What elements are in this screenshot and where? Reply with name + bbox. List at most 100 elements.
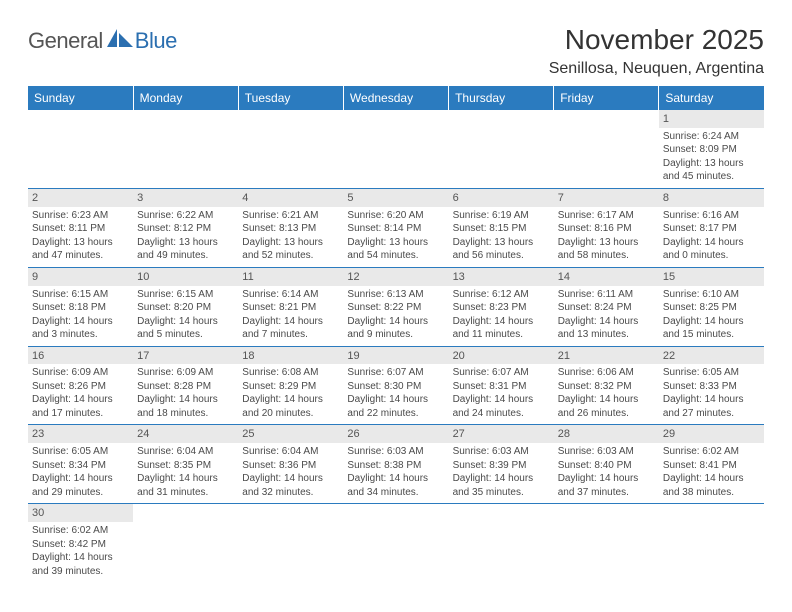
weekday-header: Thursday — [449, 86, 554, 110]
sunset-line: Sunset: 8:26 PM — [32, 380, 129, 394]
sunrise-line: Sunrise: 6:03 AM — [347, 445, 444, 459]
calendar-cell: 1Sunrise: 6:24 AMSunset: 8:09 PMDaylight… — [659, 110, 764, 188]
sunrise-line: Sunrise: 6:09 AM — [137, 366, 234, 380]
calendar-cell — [133, 504, 238, 582]
sunrise-line: Sunrise: 6:05 AM — [663, 366, 760, 380]
calendar-cell: 10Sunrise: 6:15 AMSunset: 8:20 PMDayligh… — [133, 267, 238, 346]
sunset-line: Sunset: 8:20 PM — [137, 301, 234, 315]
sunset-line: Sunset: 8:41 PM — [663, 459, 760, 473]
sunset-line: Sunset: 8:33 PM — [663, 380, 760, 394]
day-number: 7 — [554, 189, 659, 207]
calendar-cell: 11Sunrise: 6:14 AMSunset: 8:21 PMDayligh… — [238, 267, 343, 346]
calendar-cell: 12Sunrise: 6:13 AMSunset: 8:22 PMDayligh… — [343, 267, 448, 346]
calendar-week-row: 1Sunrise: 6:24 AMSunset: 8:09 PMDaylight… — [28, 110, 764, 188]
title-block: November 2025 Senillosa, Neuquen, Argent… — [549, 24, 764, 78]
sunset-line: Sunset: 8:18 PM — [32, 301, 129, 315]
sunrise-line: Sunrise: 6:19 AM — [453, 209, 550, 223]
calendar-cell: 5Sunrise: 6:20 AMSunset: 8:14 PMDaylight… — [343, 188, 448, 267]
month-title: November 2025 — [549, 24, 764, 56]
sunset-line: Sunset: 8:40 PM — [558, 459, 655, 473]
sunset-line: Sunset: 8:17 PM — [663, 222, 760, 236]
sunset-line: Sunset: 8:36 PM — [242, 459, 339, 473]
calendar-cell — [659, 504, 764, 582]
day-number: 29 — [659, 425, 764, 443]
sunrise-line: Sunrise: 6:20 AM — [347, 209, 444, 223]
brand-part2: Blue — [135, 28, 177, 54]
daylight-line: Daylight: 14 hours and 27 minutes. — [663, 393, 760, 420]
calendar-cell: 28Sunrise: 6:03 AMSunset: 8:40 PMDayligh… — [554, 425, 659, 504]
calendar-cell — [449, 110, 554, 188]
daylight-line: Daylight: 14 hours and 35 minutes. — [453, 472, 550, 499]
sunrise-line: Sunrise: 6:11 AM — [558, 288, 655, 302]
day-number: 18 — [238, 347, 343, 365]
daylight-line: Daylight: 14 hours and 5 minutes. — [137, 315, 234, 342]
day-number: 16 — [28, 347, 133, 365]
brand-part1: General — [28, 28, 103, 54]
sunrise-line: Sunrise: 6:16 AM — [663, 209, 760, 223]
calendar-cell: 22Sunrise: 6:05 AMSunset: 8:33 PMDayligh… — [659, 346, 764, 425]
day-number: 8 — [659, 189, 764, 207]
sunrise-line: Sunrise: 6:21 AM — [242, 209, 339, 223]
daylight-line: Daylight: 14 hours and 13 minutes. — [558, 315, 655, 342]
day-number: 20 — [449, 347, 554, 365]
calendar-page: General Blue November 2025 Senillosa, Ne… — [0, 0, 792, 594]
calendar-cell: 13Sunrise: 6:12 AMSunset: 8:23 PMDayligh… — [449, 267, 554, 346]
daylight-line: Daylight: 14 hours and 0 minutes. — [663, 236, 760, 263]
sunrise-line: Sunrise: 6:06 AM — [558, 366, 655, 380]
sunrise-line: Sunrise: 6:03 AM — [558, 445, 655, 459]
daylight-line: Daylight: 13 hours and 52 minutes. — [242, 236, 339, 263]
day-number: 19 — [343, 347, 448, 365]
calendar-cell — [343, 504, 448, 582]
calendar-cell: 6Sunrise: 6:19 AMSunset: 8:15 PMDaylight… — [449, 188, 554, 267]
calendar-cell: 15Sunrise: 6:10 AMSunset: 8:25 PMDayligh… — [659, 267, 764, 346]
daylight-line: Daylight: 14 hours and 24 minutes. — [453, 393, 550, 420]
brand-logo: General Blue — [28, 24, 177, 54]
calendar-cell — [554, 504, 659, 582]
sunset-line: Sunset: 8:23 PM — [453, 301, 550, 315]
day-number: 17 — [133, 347, 238, 365]
sunset-line: Sunset: 8:16 PM — [558, 222, 655, 236]
calendar-week-row: 2Sunrise: 6:23 AMSunset: 8:11 PMDaylight… — [28, 188, 764, 267]
calendar-cell: 25Sunrise: 6:04 AMSunset: 8:36 PMDayligh… — [238, 425, 343, 504]
sunset-line: Sunset: 8:31 PM — [453, 380, 550, 394]
day-number: 21 — [554, 347, 659, 365]
calendar-cell: 29Sunrise: 6:02 AMSunset: 8:41 PMDayligh… — [659, 425, 764, 504]
daylight-line: Daylight: 14 hours and 20 minutes. — [242, 393, 339, 420]
calendar-cell: 23Sunrise: 6:05 AMSunset: 8:34 PMDayligh… — [28, 425, 133, 504]
calendar-week-row: 30Sunrise: 6:02 AMSunset: 8:42 PMDayligh… — [28, 504, 764, 582]
calendar-week-row: 9Sunrise: 6:15 AMSunset: 8:18 PMDaylight… — [28, 267, 764, 346]
calendar-cell: 9Sunrise: 6:15 AMSunset: 8:18 PMDaylight… — [28, 267, 133, 346]
day-number: 23 — [28, 425, 133, 443]
calendar-cell: 18Sunrise: 6:08 AMSunset: 8:29 PMDayligh… — [238, 346, 343, 425]
day-number: 3 — [133, 189, 238, 207]
page-header: General Blue November 2025 Senillosa, Ne… — [28, 24, 764, 78]
daylight-line: Daylight: 14 hours and 22 minutes. — [347, 393, 444, 420]
weekday-header: Monday — [133, 86, 238, 110]
sunset-line: Sunset: 8:28 PM — [137, 380, 234, 394]
daylight-line: Daylight: 14 hours and 34 minutes. — [347, 472, 444, 499]
calendar-head: SundayMondayTuesdayWednesdayThursdayFrid… — [28, 86, 764, 110]
sunset-line: Sunset: 8:30 PM — [347, 380, 444, 394]
sunrise-line: Sunrise: 6:05 AM — [32, 445, 129, 459]
calendar-cell: 27Sunrise: 6:03 AMSunset: 8:39 PMDayligh… — [449, 425, 554, 504]
daylight-line: Daylight: 13 hours and 45 minutes. — [663, 157, 760, 184]
sunset-line: Sunset: 8:11 PM — [32, 222, 129, 236]
calendar-cell: 20Sunrise: 6:07 AMSunset: 8:31 PMDayligh… — [449, 346, 554, 425]
daylight-line: Daylight: 14 hours and 7 minutes. — [242, 315, 339, 342]
sunset-line: Sunset: 8:21 PM — [242, 301, 339, 315]
day-number: 15 — [659, 268, 764, 286]
sunset-line: Sunset: 8:24 PM — [558, 301, 655, 315]
day-number: 28 — [554, 425, 659, 443]
daylight-line: Daylight: 13 hours and 47 minutes. — [32, 236, 129, 263]
daylight-line: Daylight: 14 hours and 17 minutes. — [32, 393, 129, 420]
calendar-cell: 4Sunrise: 6:21 AMSunset: 8:13 PMDaylight… — [238, 188, 343, 267]
daylight-line: Daylight: 14 hours and 38 minutes. — [663, 472, 760, 499]
calendar-cell: 30Sunrise: 6:02 AMSunset: 8:42 PMDayligh… — [28, 504, 133, 582]
calendar-cell — [133, 110, 238, 188]
sunrise-line: Sunrise: 6:02 AM — [32, 524, 129, 538]
sunset-line: Sunset: 8:38 PM — [347, 459, 444, 473]
daylight-line: Daylight: 14 hours and 39 minutes. — [32, 551, 129, 578]
day-number: 2 — [28, 189, 133, 207]
sunrise-line: Sunrise: 6:08 AM — [242, 366, 339, 380]
sunset-line: Sunset: 8:13 PM — [242, 222, 339, 236]
